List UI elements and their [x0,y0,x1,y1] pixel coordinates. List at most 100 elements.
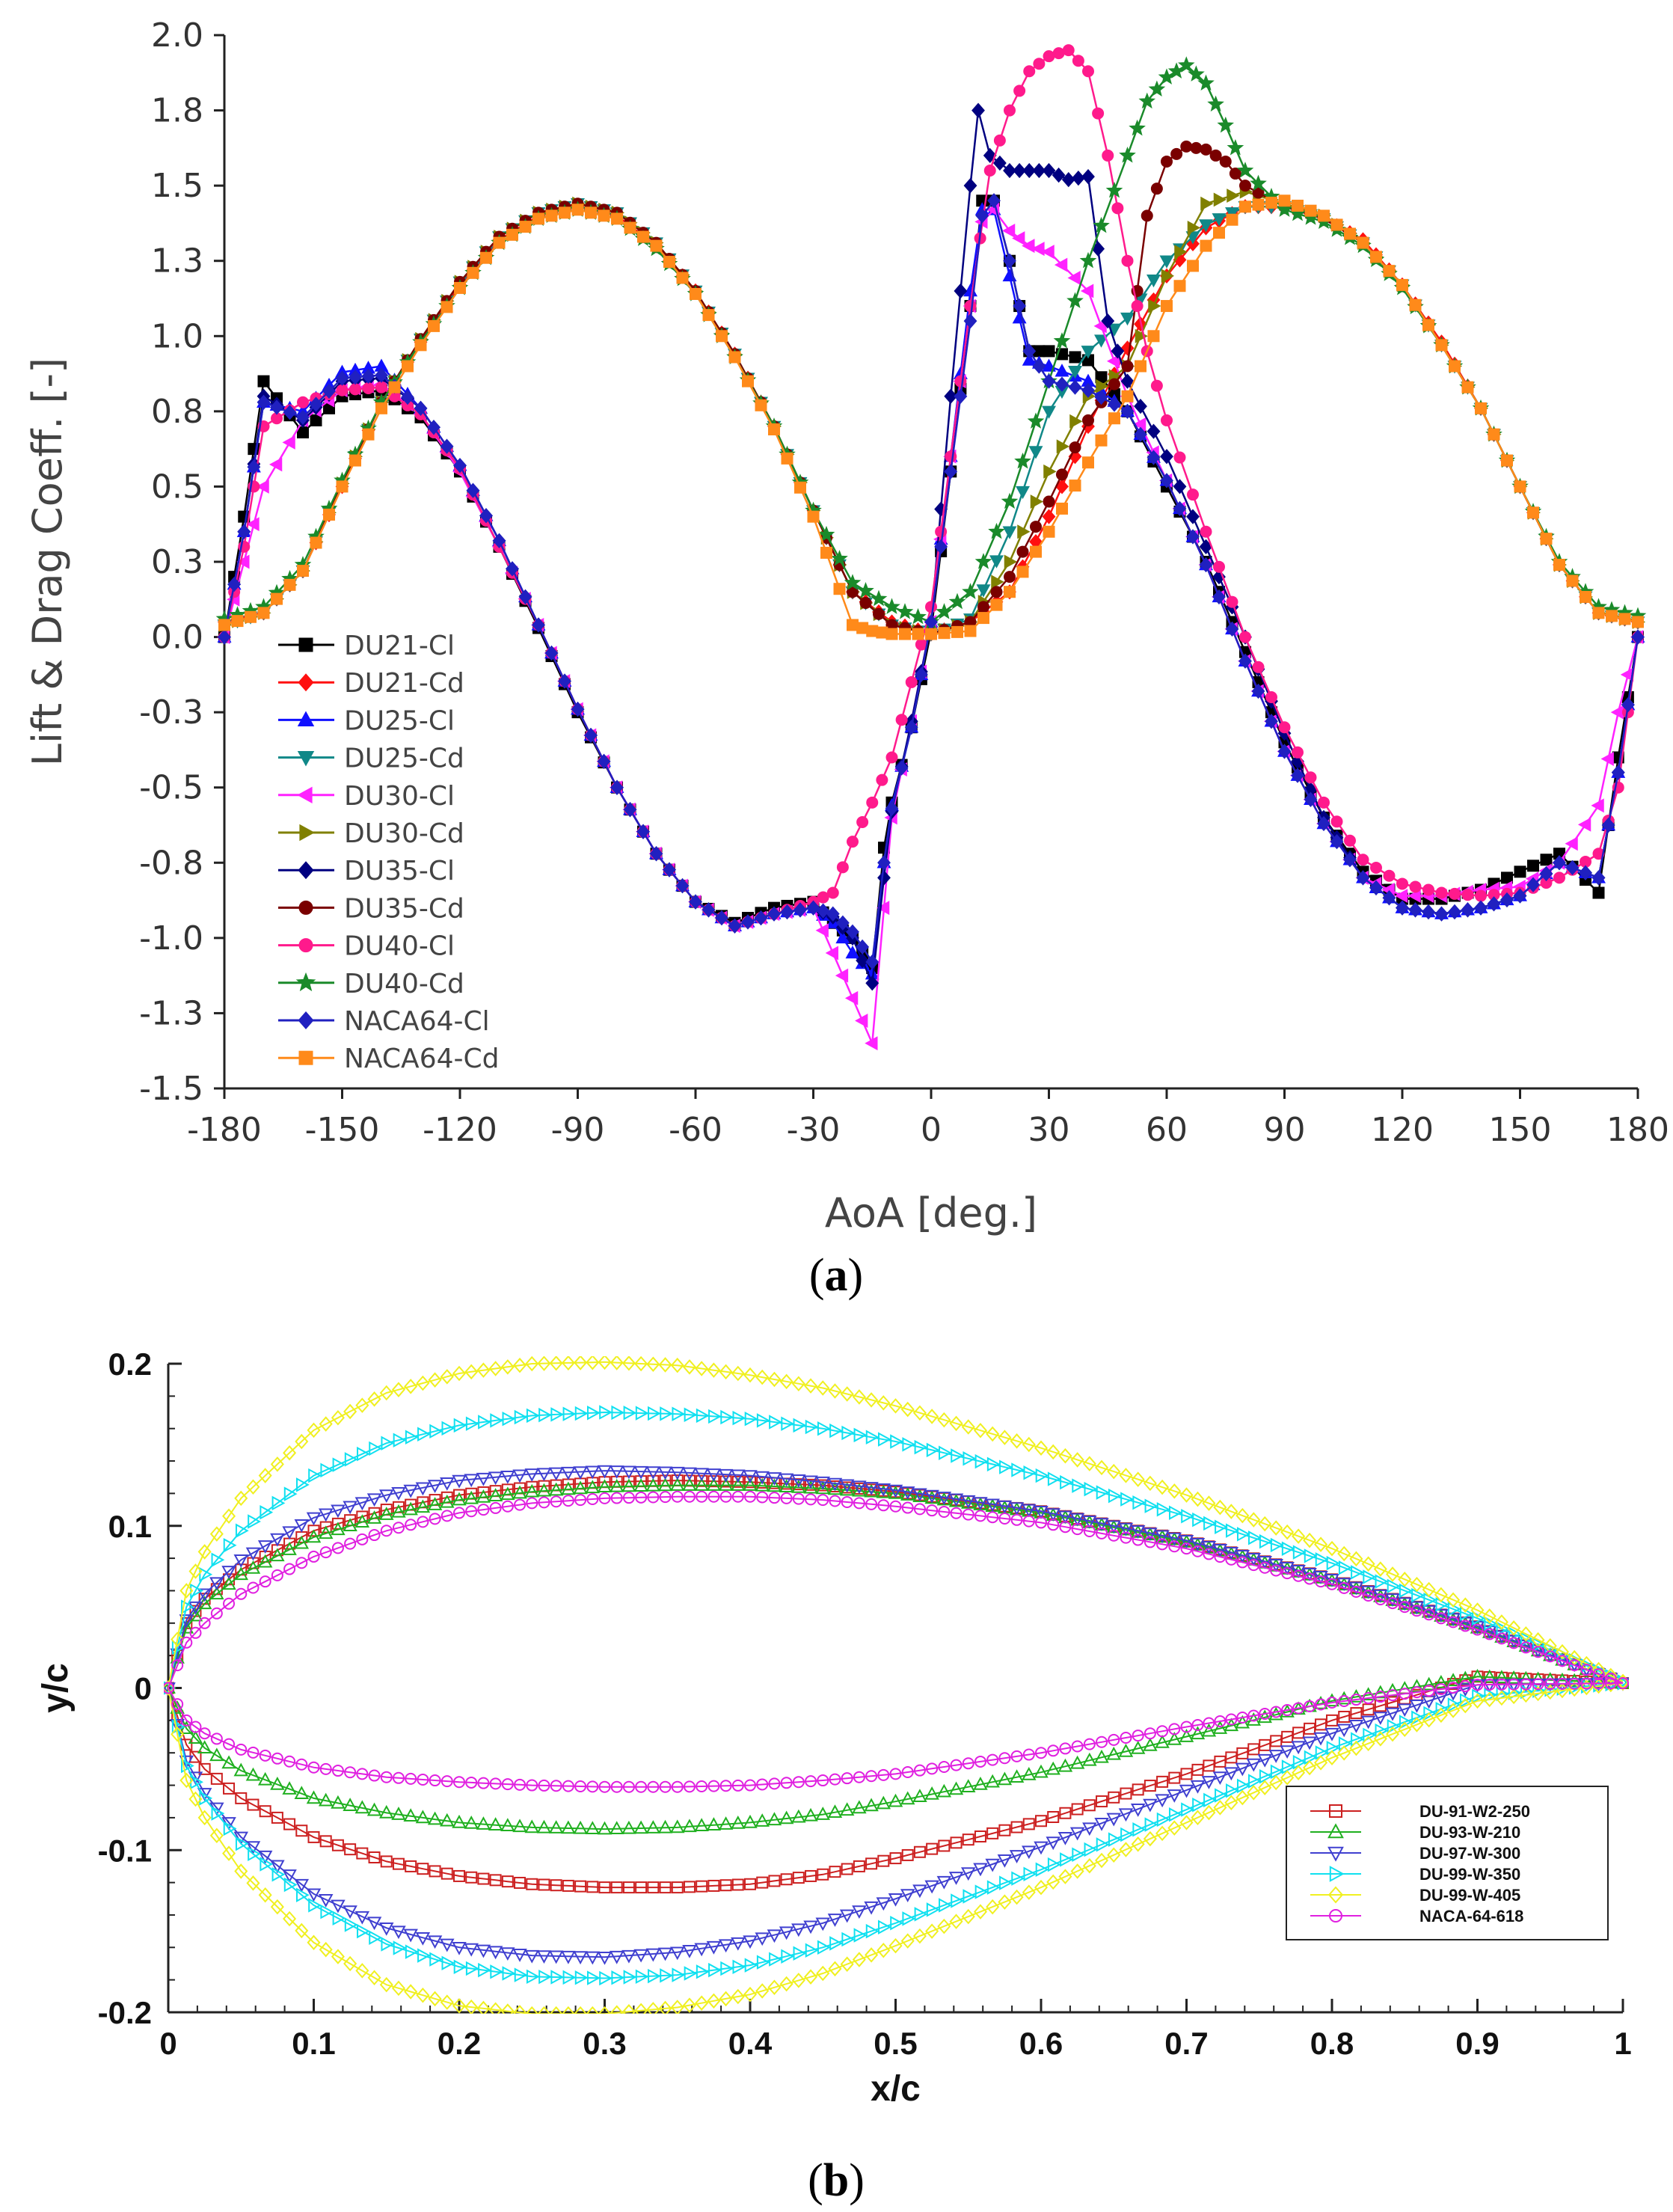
upper-surface-point [501,1500,514,1513]
data-point [836,861,849,874]
lower-surface-point [283,1755,296,1768]
lower-surface-point [538,1969,552,1985]
upper-surface-point [1398,1572,1412,1587]
lower-surface-point [865,1923,880,1939]
lower-surface-point [502,1966,516,1981]
series-line-du21-cd [224,206,1639,635]
data-point [1002,526,1017,539]
lower-surface-point [1201,1723,1217,1737]
lower-surface-point [1324,1750,1339,1765]
lower-surface-point [1373,1712,1388,1725]
data-point [1056,468,1068,481]
legend-label: DU35-Cd [344,893,464,924]
data-point [1226,213,1238,226]
lower-surface-point [392,1771,405,1784]
upper-surface-point [355,1397,369,1413]
lower-surface-point [526,1779,538,1792]
upper-surface-point [621,1465,636,1480]
data-point [1580,590,1591,603]
upper-surface-point [1215,1519,1228,1534]
data-point [427,420,440,435]
lower-surface-point [1108,1832,1122,1847]
data-point [992,155,1007,171]
lower-surface-point [1060,1852,1073,1867]
upper-surface-point [181,1599,194,1614]
lower-surface-point [744,1958,758,1973]
y-tick-label: -1.3 [139,994,203,1032]
lower-surface-point [271,1752,283,1765]
upper-surface-point [245,1547,261,1561]
lower-surface-point [197,1810,212,1826]
upper-surface-point [343,1518,357,1532]
data-point [944,464,958,480]
lower-surface-point [888,1937,903,1954]
upper-surface-point [429,1513,441,1525]
lower-surface-point [415,1810,431,1824]
upper-surface-point [1010,1433,1024,1449]
y-tick-label: 0 [135,1671,152,1706]
lower-surface-point [464,1943,479,1957]
upper-surface-point [731,1477,746,1491]
lower-surface-point [706,1817,722,1830]
upper-surface-point [1156,1501,1170,1517]
lower-surface-point [1422,1685,1435,1697]
upper-surface-point [548,1467,564,1481]
lower-surface-point [1155,1794,1170,1808]
upper-surface-point [961,1495,976,1509]
lower-surface-point [731,1878,744,1891]
lower-surface-point [295,1923,309,1939]
data-point [493,236,506,249]
upper-surface-point [391,1487,406,1501]
legend-item-du25-cl: DU25-Cl [278,705,455,736]
upper-surface-point [948,1493,964,1507]
upper-surface-point [294,1535,310,1549]
data-point [846,924,859,940]
upper-surface-point [1304,1548,1318,1563]
data-point [558,673,571,689]
data-point [976,584,991,598]
upper-surface-point [1082,1515,1097,1529]
lower-surface-point [864,1798,879,1812]
upper-surface-point [744,1476,756,1489]
lower-surface-point [257,1771,273,1786]
upper-surface-point [538,1496,550,1509]
upper-surface-point [597,1479,613,1493]
x-axis-label: AoA [deg.] [825,1189,1037,1237]
lower-surface-point [1399,1688,1411,1700]
upper-surface-point [706,1468,722,1482]
data-point [1159,255,1174,269]
data-point [844,990,859,1005]
lower-surface-point [1096,1795,1108,1808]
data-point [1553,559,1565,572]
legend-marker [1327,1886,1344,1904]
upper-surface-point [221,1576,236,1590]
lower-surface-point [805,1869,817,1882]
data-point [989,555,1004,569]
upper-surface-point [805,1493,817,1506]
upper-surface-point [791,1479,806,1493]
upper-surface-point [803,1480,818,1494]
data-point [1292,199,1304,212]
upper-surface-point [912,1488,927,1502]
lower-surface-point [695,1995,709,2011]
data-point [1553,871,1565,884]
data-point [780,904,794,920]
legend-marker [298,1050,313,1065]
data-point [257,375,270,387]
upper-surface-point [526,1497,538,1510]
legend-marker [298,637,313,652]
upper-surface-point [682,1467,697,1481]
upper-surface-point [963,1451,977,1466]
lower-surface-point [1156,1775,1169,1788]
upper-surface-point [1096,1527,1108,1539]
data-point [1343,852,1357,868]
upper-surface-point [694,1477,709,1491]
lower-surface-point [682,1819,697,1833]
upper-surface-point [179,1620,194,1634]
lower-surface-point [1156,1725,1169,1738]
lower-surface-point [1201,1776,1217,1789]
data-point [1527,860,1539,872]
data-point [1173,280,1186,292]
lower-surface-point [1119,1842,1133,1857]
upper-surface-point [233,1554,248,1568]
